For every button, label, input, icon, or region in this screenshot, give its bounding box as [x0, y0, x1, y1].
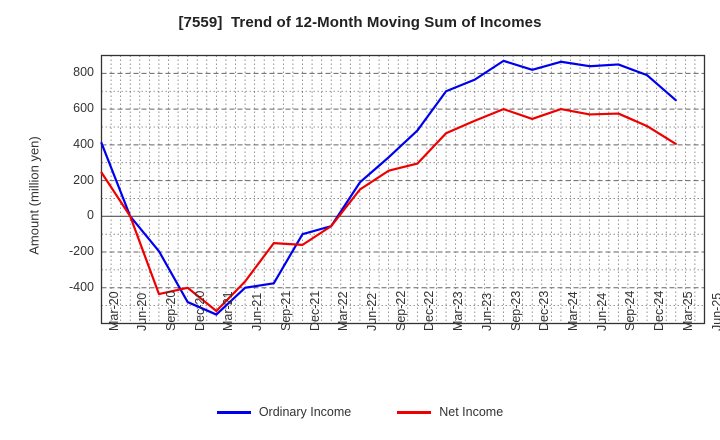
series-line-net-income	[100, 107, 677, 313]
legend-color-swatch	[216, 410, 251, 414]
legend-item-ordinary-income[interactable]: Ordinary Income	[216, 405, 352, 419]
y-tick-label: 200	[73, 172, 94, 187]
x-tick-label: Jun-22	[364, 292, 379, 331]
x-tick-label: Sep-21	[278, 290, 293, 331]
plot-frame	[100, 54, 706, 325]
x-tick-label: Jun-21	[250, 292, 265, 331]
y-tick-label: -200	[68, 244, 94, 259]
y-tick-label: 600	[73, 101, 94, 116]
x-tick-label: Mar-21	[221, 291, 236, 331]
x-tick-label: Jun-23	[479, 292, 494, 331]
legend-label: Net Income	[439, 405, 504, 419]
x-tick-label: Mar-20	[106, 291, 121, 331]
y-tick-label: 400	[73, 136, 94, 151]
x-tick-label: Sep-23	[508, 290, 523, 331]
chart-legend: Ordinary Income Net Income	[0, 405, 720, 419]
x-tick-label: Dec-23	[537, 290, 552, 331]
x-tick-label: Dec-22	[422, 290, 437, 331]
x-tick-label: Sep-20	[163, 290, 178, 331]
x-tick-label: Dec-21	[307, 290, 322, 331]
x-tick-label: Mar-24	[565, 291, 580, 331]
x-tick-label: Sep-24	[623, 290, 638, 331]
x-tick-label: Jun-20	[135, 292, 150, 331]
y-tick-label: 0	[87, 208, 94, 223]
x-tick-label: Jun-24	[594, 292, 609, 331]
x-tick-label: Mar-23	[451, 291, 466, 331]
chart-title: [7559] Trend of 12-Month Moving Sum of I…	[178, 14, 542, 31]
legend-label: Ordinary Income	[258, 405, 352, 419]
y-tick-label: -400	[68, 279, 94, 294]
major-y-gridlines	[101, 72, 705, 289]
legend-color-swatch	[397, 410, 432, 414]
y-tick-label: 800	[73, 65, 94, 80]
x-tick-label: Mar-22	[336, 291, 351, 331]
series-line-ordinary-income	[100, 59, 677, 316]
x-tick-label: Sep-22	[393, 290, 408, 331]
series-lines	[100, 59, 677, 316]
x-tick-label: Jun-25	[709, 292, 720, 331]
x-tick-label: Dec-20	[192, 290, 207, 331]
legend-item-net-income[interactable]: Net Income	[397, 405, 503, 419]
x-tick-label: Mar-25	[680, 291, 695, 331]
minor-gridlines	[101, 55, 705, 324]
x-tick-label: Dec-24	[652, 290, 667, 331]
